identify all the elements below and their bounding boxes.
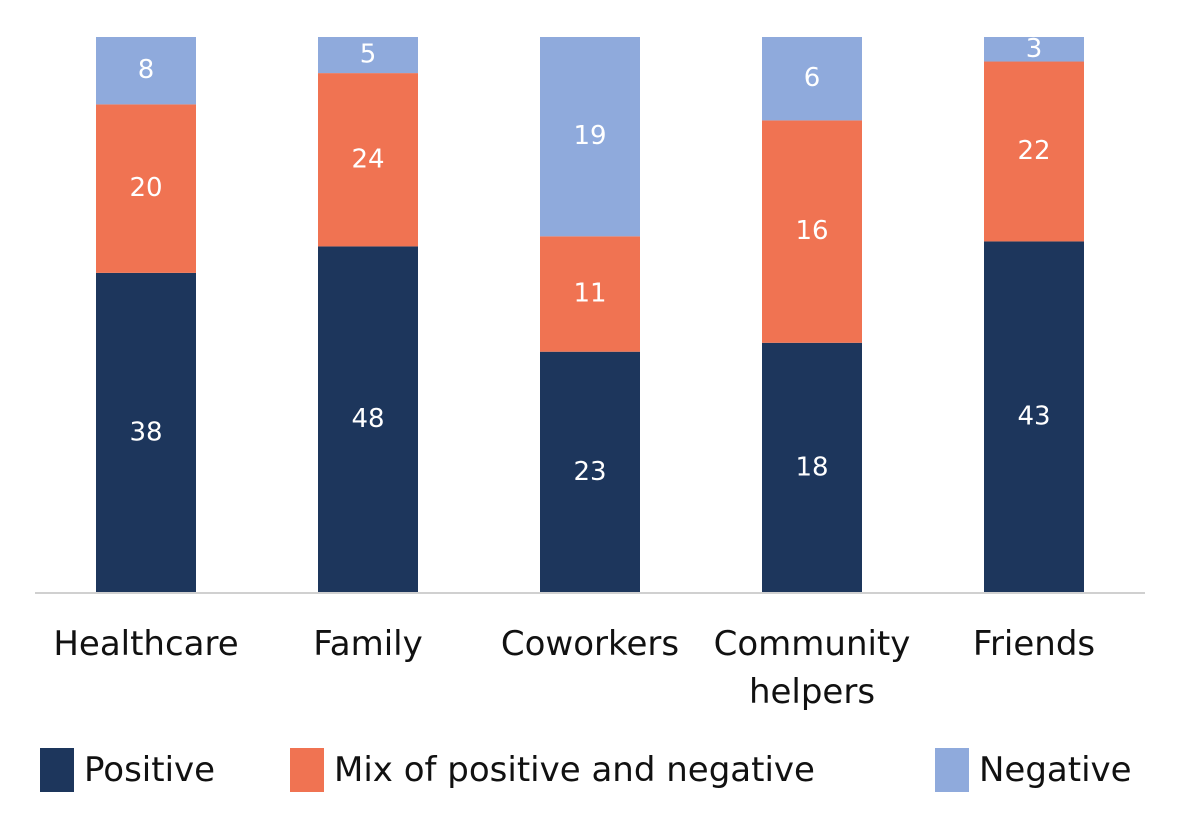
data-label: 19: [573, 121, 606, 151]
data-label: 16: [795, 216, 828, 246]
data-label: 24: [351, 144, 384, 174]
bar-segment: [540, 351, 640, 593]
bar-segment: [984, 61, 1084, 242]
data-label: 20: [129, 173, 162, 203]
x-tick-label: Healthcare: [53, 624, 239, 664]
bar-segment: [762, 37, 862, 121]
x-tick-label: Family: [313, 624, 423, 664]
data-label: 38: [129, 417, 162, 447]
legend-swatch: [40, 748, 74, 792]
bar-segment: [318, 246, 418, 594]
x-tick-label: Friends: [972, 624, 1096, 664]
bar-segment: [540, 236, 640, 352]
data-label: 8: [138, 55, 155, 85]
legend-item: Negative: [935, 748, 1132, 792]
data-label: 5: [360, 40, 377, 70]
data-label: 6: [804, 63, 821, 93]
legend-label: Mix of positive and negative: [334, 750, 815, 790]
bar-segment: [984, 241, 1084, 594]
x-tick-label: Community helpers: [713, 624, 911, 712]
x-tick-label: Coworkers: [500, 624, 680, 664]
legend-item: Mix of positive and negative: [290, 748, 815, 792]
data-label: 48: [351, 404, 384, 434]
legend-swatch: [290, 748, 324, 792]
legend-label: Positive: [84, 750, 216, 790]
data-label: 11: [573, 279, 606, 309]
legend-label: Negative: [979, 750, 1132, 790]
bar-segment: [96, 37, 196, 105]
bar-segment: [96, 104, 196, 273]
data-label: 3: [1026, 34, 1043, 64]
data-label: 18: [795, 452, 828, 482]
legend-swatch: [935, 748, 969, 792]
bar-segment: [762, 120, 862, 343]
data-label: 23: [573, 457, 606, 487]
bar-segment: [96, 272, 196, 593]
bar-segment: [984, 37, 1084, 62]
bar-segment: [540, 37, 640, 237]
bar-segment: [762, 342, 862, 593]
legend-item: Positive: [40, 748, 215, 792]
bar-segment: [318, 73, 418, 247]
data-label: 43: [1017, 402, 1050, 432]
data-label: 22: [1017, 136, 1050, 166]
bar-segment: [318, 37, 418, 74]
